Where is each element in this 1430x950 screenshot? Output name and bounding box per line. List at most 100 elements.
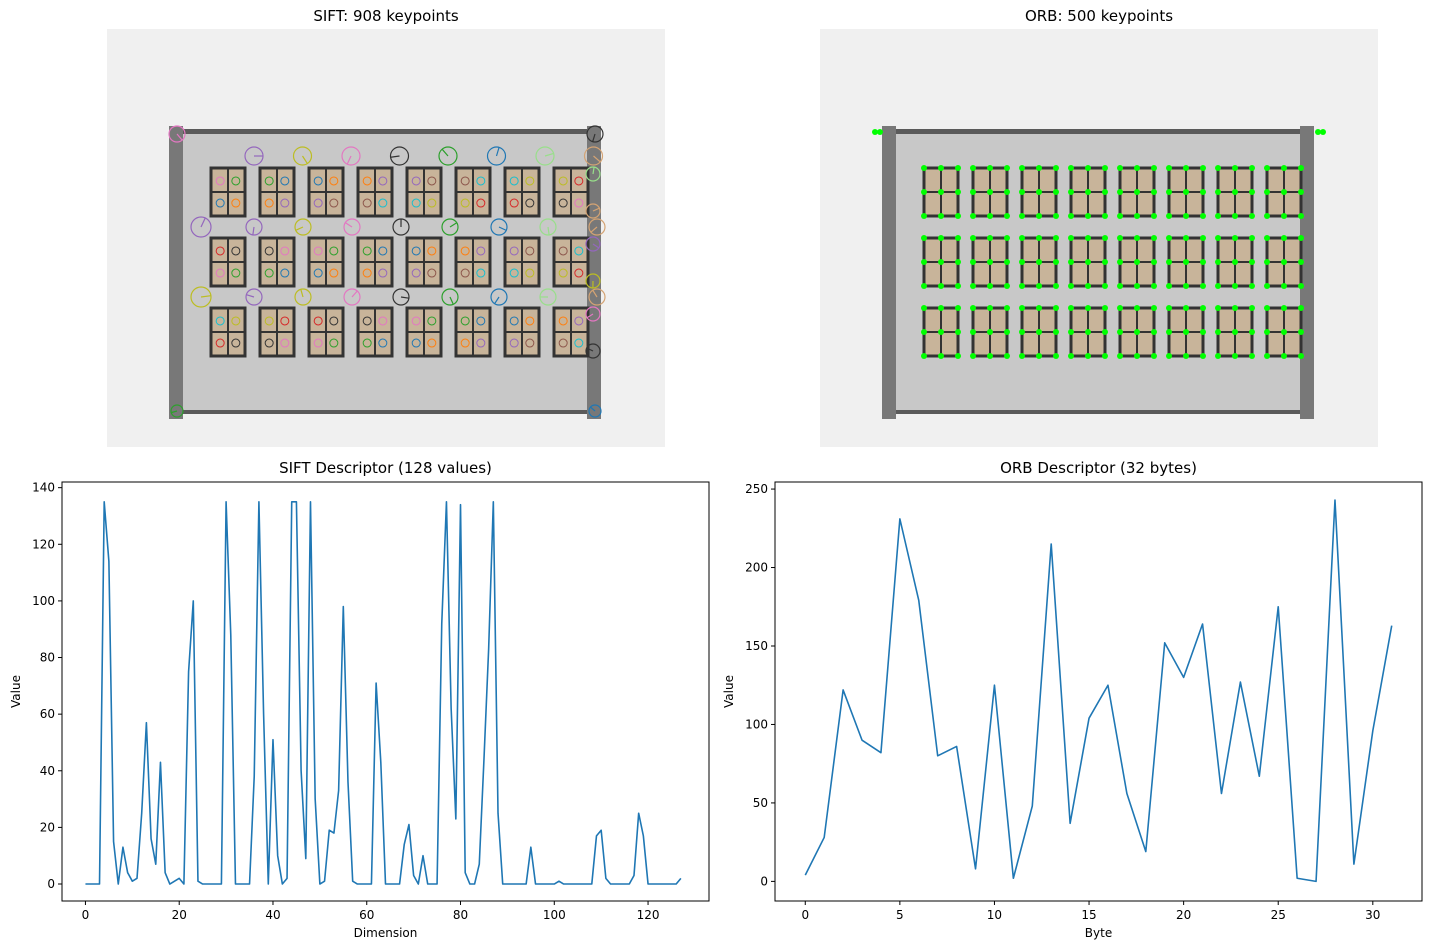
sift-keypoint-orientation <box>593 155 601 163</box>
window <box>405 166 443 218</box>
sift-keypoint-orientation <box>449 222 458 228</box>
orb-keypoint <box>987 329 993 335</box>
orb-keypoint <box>921 329 927 335</box>
sift-keypoint <box>411 338 421 348</box>
sift-keypoint <box>427 198 437 208</box>
sift-keypoint <box>574 268 584 278</box>
orb-keypoint <box>1068 353 1074 359</box>
sift-keypoint <box>588 218 606 236</box>
sift-keypoint-orientation <box>592 289 598 298</box>
orb-image-title: ORB: 500 keypoints <box>1024 7 1174 25</box>
orb-keypoint <box>955 353 961 359</box>
x-tick-label: 40 <box>265 908 280 922</box>
y-axis-label: Value <box>722 675 736 708</box>
orb-keypoint <box>1134 213 1140 219</box>
orb-keypoint <box>1151 235 1157 241</box>
orb-keypoint <box>1166 213 1172 219</box>
orb-keypoint <box>1068 305 1074 311</box>
orb-keypoint <box>1298 329 1304 335</box>
orb-keypoint <box>1151 165 1157 171</box>
sift-keypoint <box>190 216 212 238</box>
window <box>405 306 443 358</box>
sift-keypoint <box>525 316 535 326</box>
sift-keypoint <box>215 246 225 256</box>
orb-keypoint <box>1166 329 1172 335</box>
orb-keypoint <box>1200 283 1206 289</box>
orb-keypoint <box>1249 329 1255 335</box>
window <box>552 306 590 358</box>
orb-keypoint <box>1134 329 1140 335</box>
roof-line <box>886 129 1312 134</box>
orb-keypoint <box>1232 189 1238 195</box>
ground-line <box>886 410 1312 414</box>
sift-image-drawing <box>168 125 606 419</box>
sift-keypoint-orientation <box>586 313 594 319</box>
orb-keypoint <box>1281 259 1287 265</box>
sift-keypoint <box>539 218 557 236</box>
orb-keypoint <box>1004 189 1010 195</box>
window <box>552 236 590 288</box>
window <box>356 236 394 288</box>
orb-keypoint <box>1085 165 1091 171</box>
sift-keypoint-orientation <box>495 147 500 157</box>
orb-keypoint <box>1232 213 1238 219</box>
sift-keypoint-orientation <box>592 207 600 212</box>
sift-keypoint <box>362 176 372 186</box>
sift-keypoint <box>490 288 508 306</box>
sift-keypoint <box>329 246 339 256</box>
orb-keypoint <box>1019 213 1025 219</box>
orb-keypoint <box>1134 305 1140 311</box>
orb-keypoint <box>877 129 883 135</box>
sift-keypoint <box>411 246 421 256</box>
x-tick-label: 60 <box>359 908 374 922</box>
orb-keypoint <box>1315 129 1321 135</box>
right-pole <box>1300 126 1314 419</box>
orb-keypoint <box>1249 235 1255 241</box>
sift-keypoint <box>427 246 437 256</box>
sift-keypoint <box>535 146 555 166</box>
orb-keypoint <box>1232 165 1238 171</box>
sift-keypoint <box>362 338 372 348</box>
orb-keypoint <box>1036 213 1042 219</box>
orb-keypoint <box>1085 353 1091 359</box>
sift-keypoint-orientation <box>301 155 308 164</box>
orb-keypoint <box>1183 283 1189 289</box>
sift-keypoint-orientation <box>390 155 400 158</box>
orb-keypoint <box>970 329 976 335</box>
sift-keypoint <box>231 268 241 278</box>
orb-keypoint <box>938 353 944 359</box>
orb-keypoint <box>1200 235 1206 241</box>
orb-keypoint <box>1298 213 1304 219</box>
orb-keypoint <box>921 305 927 311</box>
orb-keypoint <box>1053 305 1059 311</box>
sift-keypoint <box>280 268 290 278</box>
sift-keypoint <box>585 236 601 252</box>
sift-keypoint <box>574 198 584 208</box>
sift-keypoint <box>190 286 212 308</box>
sift-keypoint <box>460 268 470 278</box>
orb-keypoint <box>1232 235 1238 241</box>
orb-keypoint <box>1249 189 1255 195</box>
sift-keypoint-orientation <box>171 410 178 414</box>
orb-keypoint <box>1053 165 1059 171</box>
sift-keypoint <box>427 316 437 326</box>
orb-keypoint <box>1232 305 1238 311</box>
sift-keypoint <box>509 198 519 208</box>
orb-keypoint <box>987 305 993 311</box>
orb-keypoint <box>970 165 976 171</box>
orb-keypoint <box>955 283 961 289</box>
window <box>356 166 394 218</box>
sift-keypoint-orientation <box>441 148 449 157</box>
window <box>405 236 443 288</box>
sift-keypoint <box>280 246 290 256</box>
sift-keypoint-orientation <box>590 406 596 412</box>
sift-keypoint <box>329 268 339 278</box>
orb-keypoint <box>1166 353 1172 359</box>
window <box>209 236 247 288</box>
window <box>209 306 247 358</box>
sift-keypoint <box>245 288 263 306</box>
orb-keypoint <box>1036 353 1042 359</box>
orb-keypoint <box>955 259 961 265</box>
sift-keypoint <box>509 316 519 326</box>
sift-keypoint <box>585 166 601 182</box>
